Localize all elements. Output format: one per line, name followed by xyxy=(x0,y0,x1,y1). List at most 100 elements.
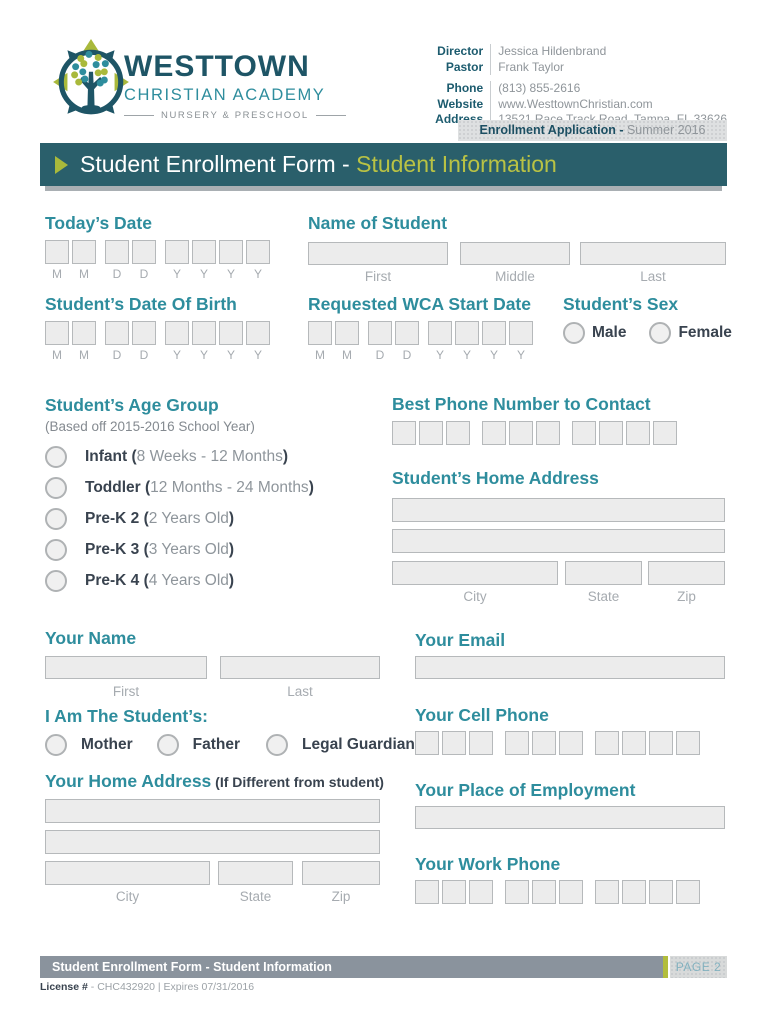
your-zip-input[interactable] xyxy=(302,861,380,885)
phone-digit-box[interactable] xyxy=(595,731,619,755)
your-address-line1-input[interactable] xyxy=(45,799,380,823)
date-digit-box[interactable] xyxy=(72,321,96,345)
phone-digit-box[interactable] xyxy=(622,880,646,904)
phone-digit-box[interactable] xyxy=(676,880,700,904)
radio-male[interactable] xyxy=(563,322,585,344)
date-digit-box[interactable] xyxy=(482,321,506,345)
cell-phone-boxes xyxy=(415,731,700,755)
your-address-line2-input[interactable] xyxy=(45,830,380,854)
date-digit-box[interactable] xyxy=(192,240,216,264)
date-digit-box[interactable] xyxy=(132,321,156,345)
phone-digit-box[interactable] xyxy=(469,880,493,904)
radio-prek3[interactable] xyxy=(45,539,67,561)
phone-digit-box[interactable] xyxy=(595,880,619,904)
radio-infant[interactable] xyxy=(45,446,67,468)
your-email-heading: Your Email xyxy=(415,630,506,650)
date-digit-box[interactable] xyxy=(72,240,96,264)
phone-digit-box[interactable] xyxy=(415,731,439,755)
student-address-line2-input[interactable] xyxy=(392,529,725,553)
your-city-input[interactable] xyxy=(45,861,210,885)
date-digit-box[interactable] xyxy=(45,321,69,345)
student-middle-name-input[interactable] xyxy=(460,242,570,265)
toddler-label: Toddler (12 Months - 24 Months) xyxy=(85,479,314,496)
radio-legal-guardian[interactable] xyxy=(266,734,289,756)
last-label: Last xyxy=(287,684,313,699)
license-value: - CHC432920 | Expires 07/31/2016 xyxy=(87,981,255,993)
sex-radio-group: Male Female xyxy=(563,322,732,344)
phone-digit-box[interactable] xyxy=(419,421,443,445)
date-digit-box[interactable] xyxy=(165,321,189,345)
radio-mother[interactable] xyxy=(45,734,67,756)
your-last-name-input[interactable] xyxy=(220,656,380,679)
your-cell-heading: Your Cell Phone xyxy=(415,705,549,725)
your-email-input[interactable] xyxy=(415,656,725,679)
phone-digit-box[interactable] xyxy=(482,421,506,445)
date-digit-box[interactable] xyxy=(246,240,270,264)
contact-value[interactable]: www.WesttownChristian.com xyxy=(490,96,727,112)
phone-digit-box[interactable] xyxy=(505,731,529,755)
date-digit-box[interactable] xyxy=(428,321,452,345)
date-digit-box[interactable] xyxy=(308,321,332,345)
student-first-name-input[interactable] xyxy=(308,242,448,265)
date-digit-box[interactable] xyxy=(192,321,216,345)
date-digit-box[interactable] xyxy=(335,321,359,345)
phone-digit-box[interactable] xyxy=(442,731,466,755)
phone-digit-box[interactable] xyxy=(559,880,583,904)
phone-digit-box[interactable] xyxy=(572,421,596,445)
radio-female[interactable] xyxy=(649,322,672,344)
radio-father[interactable] xyxy=(156,734,179,756)
phone-digit-box[interactable] xyxy=(392,421,416,445)
phone-digit-box[interactable] xyxy=(649,731,673,755)
date-digit-box[interactable] xyxy=(105,240,129,264)
student-state-input[interactable] xyxy=(565,561,642,585)
school-name: WESTTOWN xyxy=(124,50,310,83)
phone-digit-box[interactable] xyxy=(626,421,650,445)
radio-prek2[interactable] xyxy=(45,508,67,530)
radio-toddler[interactable] xyxy=(45,477,67,499)
employment-input[interactable] xyxy=(415,806,725,829)
date-digit-box[interactable] xyxy=(165,240,189,264)
relationship-heading: I Am The Student’s: xyxy=(45,706,209,726)
student-last-name-input[interactable] xyxy=(580,242,726,265)
date-digit-box[interactable] xyxy=(455,321,479,345)
your-home-address-suffix: (If Different from student) xyxy=(211,774,384,790)
prek3-label: Pre-K 3 (3 Years Old) xyxy=(85,541,235,558)
your-state-input[interactable] xyxy=(218,861,293,885)
phone-digit-box[interactable] xyxy=(649,880,673,904)
phone-digit-box[interactable] xyxy=(653,421,677,445)
date-digit-box[interactable] xyxy=(246,321,270,345)
date-digit-box[interactable] xyxy=(219,321,243,345)
date-format-letter: M xyxy=(79,267,89,281)
phone-digit-box[interactable] xyxy=(599,421,623,445)
phone-digit-box[interactable] xyxy=(446,421,470,445)
date-digit-box[interactable] xyxy=(132,240,156,264)
phone-digit-box[interactable] xyxy=(505,880,529,904)
date-digit-box[interactable] xyxy=(219,240,243,264)
state-label: State xyxy=(239,889,272,904)
student-city-input[interactable] xyxy=(392,561,558,585)
footer-title-bar: Student Enrollment Form - Student Inform… xyxy=(40,956,663,978)
date-digit-box[interactable] xyxy=(45,240,69,264)
phone-digit-box[interactable] xyxy=(676,731,700,755)
male-label: Male xyxy=(592,324,627,341)
phone-digit-box[interactable] xyxy=(622,731,646,755)
date-digit-box[interactable] xyxy=(395,321,419,345)
phone-digit-box[interactable] xyxy=(509,421,533,445)
phone-digit-box[interactable] xyxy=(469,731,493,755)
phone-digit-box[interactable] xyxy=(532,731,556,755)
phone-digit-box[interactable] xyxy=(415,880,439,904)
dob-heading: Student’s Date Of Birth xyxy=(45,294,237,314)
your-first-name-input[interactable] xyxy=(45,656,207,679)
date-format-letter: Y xyxy=(253,267,262,281)
radio-prek4[interactable] xyxy=(45,570,67,592)
phone-digit-box[interactable] xyxy=(442,880,466,904)
date-digit-box[interactable] xyxy=(368,321,392,345)
zip-label: Zip xyxy=(331,889,351,904)
student-address-line1-input[interactable] xyxy=(392,498,725,522)
student-zip-input[interactable] xyxy=(648,561,725,585)
phone-digit-box[interactable] xyxy=(532,880,556,904)
phone-digit-box[interactable] xyxy=(536,421,560,445)
date-digit-box[interactable] xyxy=(105,321,129,345)
phone-digit-box[interactable] xyxy=(559,731,583,755)
date-digit-box[interactable] xyxy=(509,321,533,345)
